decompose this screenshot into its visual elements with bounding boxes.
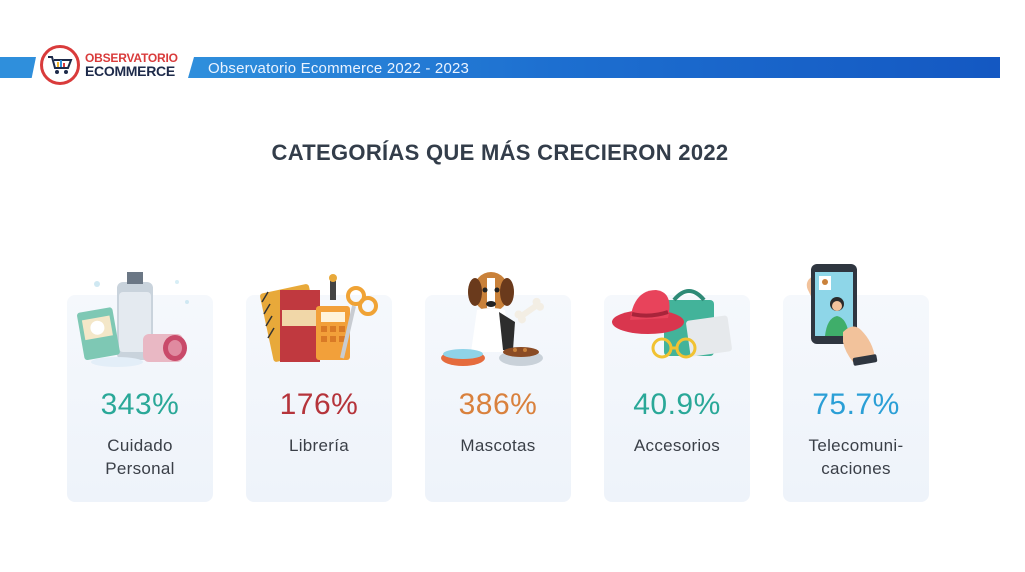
- category-value: 176%: [246, 388, 392, 422]
- value-text: 386%: [458, 388, 538, 421]
- value-text: 343%: [100, 388, 180, 421]
- dog-with-bowl-icon: [425, 262, 571, 372]
- value-text: 176%: [279, 388, 359, 421]
- value-text: 75.7%: [812, 388, 900, 421]
- label-line: Accesorios: [633, 436, 721, 455]
- label-line: Telecomuni-: [808, 436, 904, 455]
- header-band-left: [0, 57, 36, 78]
- label-line: Mascotas: [460, 436, 536, 455]
- hat-glasses-accessories-icon: [604, 262, 750, 372]
- phone-video-call-icon: [783, 262, 929, 372]
- page-title: CATEGORÍAS QUE MÁS CRECIERON 2022: [271, 140, 729, 165]
- stationery-supplies-icon: [246, 262, 392, 372]
- category-value: 40.9%: [604, 388, 750, 422]
- personal-care-products-icon: [67, 262, 213, 372]
- label-line: caciones: [821, 459, 891, 478]
- category-label: Accesorios: [604, 434, 750, 457]
- header-band: [188, 57, 1000, 78]
- logo: OBSERVATORIO ECOMMERCE: [40, 45, 178, 85]
- category-value: 343%: [67, 388, 213, 422]
- logo-line1: OBSERVATORIO: [85, 51, 178, 65]
- logo-line2: ECOMMERCE: [85, 63, 175, 79]
- label-line: Cuidado: [107, 436, 173, 455]
- category-value: 386%: [425, 388, 571, 422]
- category-label: Librería: [246, 434, 392, 457]
- label-line: Librería: [288, 436, 350, 455]
- category-label: Telecomuni- caciones: [783, 434, 929, 480]
- value-text: 40.9%: [633, 388, 721, 421]
- category-value: 75.7%: [783, 388, 929, 422]
- category-label: Cuidado Personal: [67, 434, 213, 480]
- shopping-cart-logo-icon: [40, 45, 80, 85]
- header-title: Observatorio Ecommerce 2022 - 2023: [208, 60, 470, 77]
- label-line: Personal: [105, 459, 175, 478]
- category-label: Mascotas: [425, 434, 571, 457]
